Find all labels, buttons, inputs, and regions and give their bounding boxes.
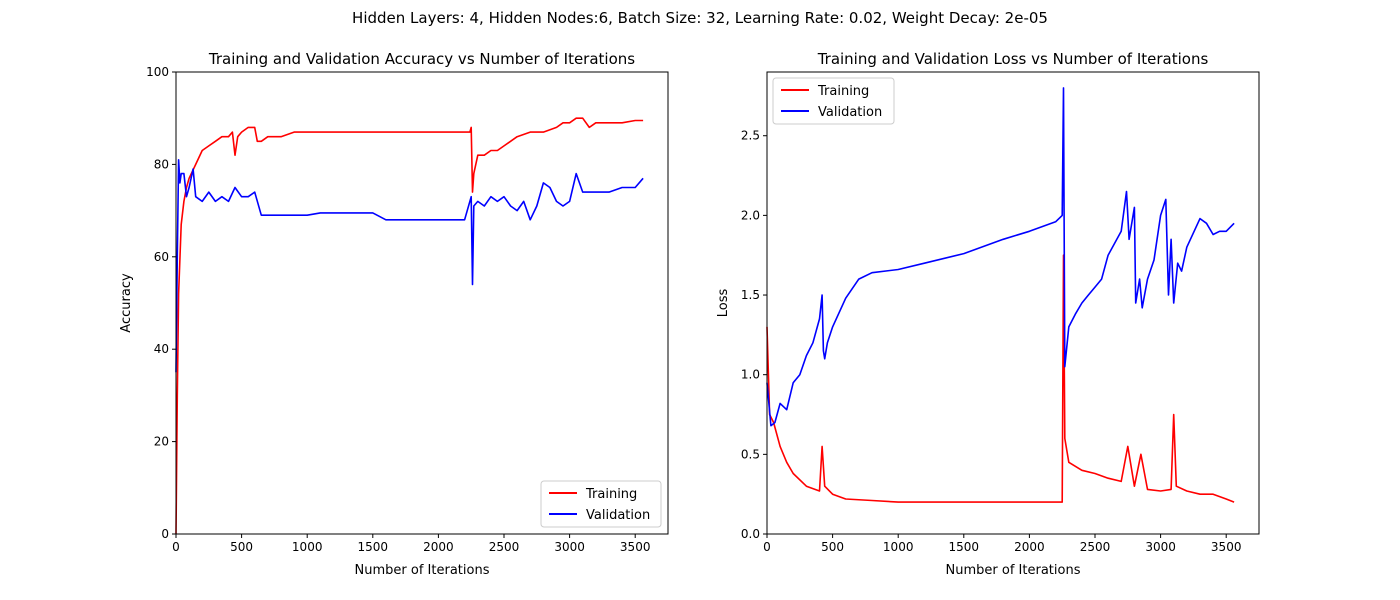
accuracy-xtick-label: 2000 <box>423 540 454 554</box>
accuracy-legend-training-label: Training <box>585 487 637 502</box>
loss-plot-area: 0 500 1000 1500 2000 2500 3000 3500 0.0 0.5 1.0 1.5… <box>741 71 1260 554</box>
accuracy-ytick-label: 20 <box>154 435 169 449</box>
loss-xtick-label: 0 <box>763 540 771 554</box>
accuracy-series-training-line <box>175 117 644 535</box>
loss-xlabel: Number of Iterations <box>946 563 1081 578</box>
accuracy-xtick-label: 3500 <box>620 540 651 554</box>
accuracy-ylabel: Accuracy <box>119 273 134 333</box>
accuracy-xtick-label: 1000 <box>292 540 323 554</box>
figure-suptitle: Hidden Layers: 4, Hidden Nodes:6, Batch … <box>352 9 1048 27</box>
accuracy-xtick-label: 0 <box>172 540 180 554</box>
loss-series-validation-line <box>766 87 1235 427</box>
loss-legend-validation-label: Validation <box>818 105 882 120</box>
loss-xtick-label: 3500 <box>1211 540 1242 554</box>
loss-ylabel: Loss <box>716 289 731 318</box>
loss-legend: Training Validation <box>772 77 895 125</box>
loss-xtick-label: 500 <box>821 540 844 554</box>
accuracy-xtick-label: 1500 <box>358 540 389 554</box>
loss-xtick-label: 3000 <box>1145 540 1176 554</box>
accuracy-legend-validation-label: Validation <box>586 508 650 523</box>
accuracy-plot-area: 0 500 1000 1500 2000 2500 3000 3500 0 20 40 60 80 100 <box>146 65 669 554</box>
accuracy-ytick-label: 100 <box>146 65 169 79</box>
accuracy-chart: Training and Validation Accuracy vs Numb… <box>119 50 669 578</box>
loss-ytick-label: 0.0 <box>741 527 760 541</box>
loss-chart-title: Training and Validation Loss vs Number o… <box>817 50 1209 68</box>
loss-ytick-label: 1.5 <box>741 288 760 302</box>
loss-ytick-label: 2.5 <box>741 129 760 143</box>
loss-xtick-label: 2000 <box>1014 540 1045 554</box>
loss-xtick-label: 1000 <box>883 540 914 554</box>
loss-legend-training-label: Training <box>817 84 869 99</box>
loss-xtick-label: 1500 <box>949 540 980 554</box>
accuracy-legend: Training Validation <box>540 480 662 528</box>
loss-axes-frame <box>766 71 1260 535</box>
accuracy-xtick-label: 3000 <box>554 540 585 554</box>
loss-ytick-label: 1.0 <box>741 368 760 382</box>
accuracy-ytick-label: 40 <box>154 342 169 356</box>
accuracy-xtick-label: 2500 <box>489 540 520 554</box>
accuracy-series-validation-line <box>175 159 644 373</box>
accuracy-xtick-label: 500 <box>230 540 253 554</box>
loss-series-training-line <box>766 254 1235 503</box>
accuracy-chart-title: Training and Validation Accuracy vs Numb… <box>208 50 635 68</box>
loss-ytick-label: 0.5 <box>741 447 760 461</box>
accuracy-xlabel: Number of Iterations <box>355 563 490 578</box>
accuracy-ytick-label: 0 <box>161 527 169 541</box>
accuracy-axes-frame <box>175 71 669 535</box>
loss-ytick-label: 2.0 <box>741 208 760 222</box>
loss-xtick-label: 2500 <box>1080 540 1111 554</box>
accuracy-ytick-label: 80 <box>154 157 169 171</box>
accuracy-ytick-label: 60 <box>154 250 169 264</box>
loss-chart: Training and Validation Loss vs Number o… <box>716 50 1260 578</box>
